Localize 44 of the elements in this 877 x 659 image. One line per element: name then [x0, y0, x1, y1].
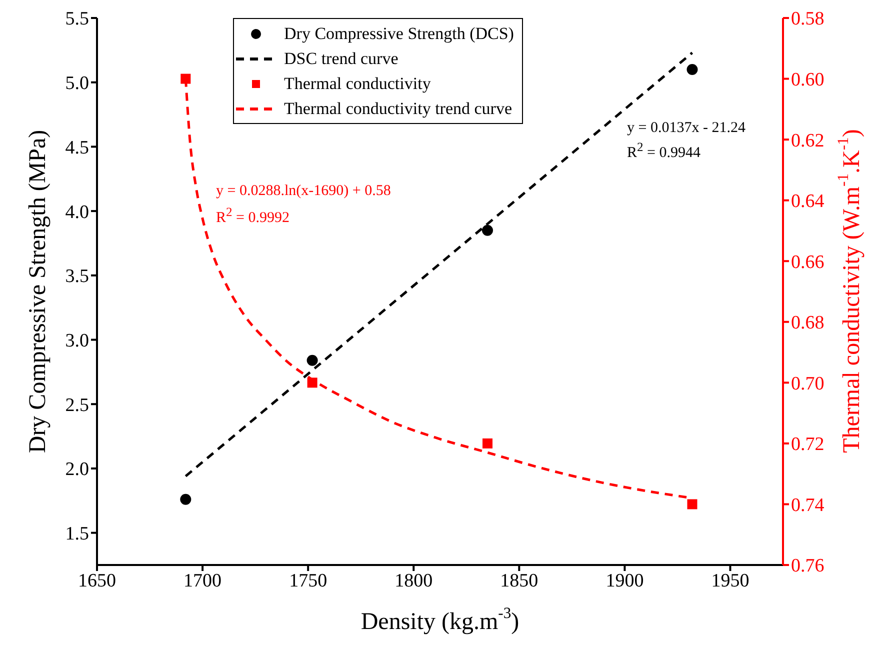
x-tick-label: 1900	[606, 570, 644, 592]
point	[180, 74, 191, 84]
y-tick-label: 4.0	[65, 202, 89, 223]
y-tick-label: 2.0	[65, 459, 89, 480]
x-tick-label: 1650	[78, 570, 116, 592]
annotation: y = 0.0288.ln(x-1690) + 0.58	[216, 183, 391, 200]
y2-tick-label: 0.58	[791, 8, 824, 30]
legend-label: Thermal conductivity	[284, 74, 431, 94]
point	[687, 499, 698, 510]
y-tick-label: 1.5	[65, 524, 89, 545]
point	[482, 224, 493, 236]
x-axis-title: Density (kg.m$^{-3}$)	[360, 605, 520, 635]
legend-label: DSC trend curve	[284, 48, 398, 68]
x-tick-label: 1950	[711, 570, 750, 592]
annotation: R$^{2}$ = 0.9992	[216, 205, 290, 227]
annotation: y = 0.0137x - 21.24	[627, 120, 746, 137]
y2-tick-label: 0.76	[791, 556, 824, 577]
x-tick-label: 1700	[184, 570, 222, 592]
y-tick-label: 5.0	[65, 73, 89, 94]
x-tick-label: 1800	[394, 570, 433, 592]
legend-label: Thermal conductivity trend curve	[284, 98, 512, 118]
y2-tick-label: 0.66	[791, 252, 824, 273]
point	[180, 494, 192, 505]
y2-tick-label: 0.62	[791, 130, 824, 152]
point	[482, 438, 492, 448]
y-tick-label: 4.5	[65, 137, 89, 158]
x-tick-label: 1850	[500, 570, 538, 592]
y2-tick-label: 0.60	[791, 70, 824, 91]
y-tick-label: 2.5	[65, 394, 89, 416]
y2-tick-label: 0.70	[791, 373, 824, 394]
y-tick-label: 3.0	[65, 330, 89, 352]
y-axis-title: Dry Compressive Strength (MPa)	[24, 130, 51, 454]
y2-tick-label: 0.64	[791, 191, 825, 212]
y-tick-label: 3.5	[65, 266, 89, 288]
point	[307, 378, 318, 388]
y2-tick-label: 0.72	[791, 434, 824, 456]
y2-tick-label: 0.68	[791, 312, 824, 334]
annotation: R$^{2}$ = 0.9944	[627, 140, 700, 162]
legend-label: Dry Compressive Strength (DCS)	[284, 24, 514, 44]
y-tick-label: 5.5	[65, 8, 89, 30]
point	[306, 354, 318, 366]
point	[686, 64, 698, 75]
y2-tick-label: 0.74	[791, 494, 825, 516]
x-tick-label: 1750	[289, 570, 328, 592]
